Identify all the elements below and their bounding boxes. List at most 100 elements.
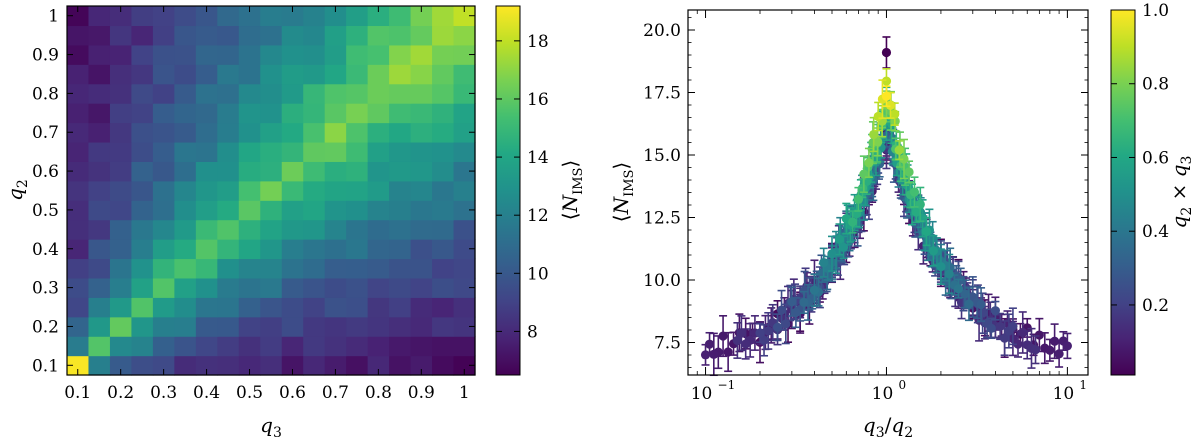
heatmap-y-tick-label: 0.1 [32,356,59,376]
heatmap-cell [303,103,326,124]
heatmap-cell [195,277,218,298]
heatmap-cell [367,277,390,298]
heatmap-cell [260,180,283,201]
scatter-point [791,307,801,318]
heatmap-cell [174,316,197,337]
heatmap-cell [260,161,283,182]
heatmap-cell [410,25,433,46]
heatmap-cell [324,355,347,376]
heatmap-cell [260,122,283,143]
heatmap-cell [389,316,412,337]
scatter-point [873,111,883,122]
heatmap-cell [303,258,326,279]
heatmap-cell [238,219,261,240]
heatmap-cell [131,25,154,46]
heatmap-cell [195,64,218,85]
heatmap-cell [346,258,369,279]
heatmap-cell [195,141,218,162]
heatmap-cell [217,200,240,221]
heatmap-cell [238,25,261,46]
heatmap-cell [67,141,90,162]
scatter-point [936,262,946,272]
heatmap-cell [238,180,261,201]
heatmap-cell [109,6,133,27]
heatmap-cell [195,25,218,46]
heatmap-cell [88,316,111,337]
heatmap-cell [195,336,218,357]
heatmap-cell [346,141,369,162]
scatter-y-tick-label: 17.5 [643,84,681,104]
heatmap-cell [238,239,261,260]
heatmap-cell [152,355,175,376]
heatmap-cell [367,355,390,376]
heatmap-cell [453,200,476,221]
heatmap-cell [217,239,240,260]
heatmap-cell [346,297,369,318]
heatmap-cell [131,297,154,318]
heatmap-y-tick-label: 0.7 [32,123,59,143]
heatmap-cell [389,239,412,260]
heatmap-cell [303,83,326,104]
heatmap-cell [174,103,197,124]
heatmap-y-ticks: 0.1 0.2 0.3 0.4 0.5 0.6 0.7 0.8 0.9 1 [32,7,475,376]
heatmap-frame [66,5,476,376]
heatmap-cell [152,277,175,298]
scatter-point [911,207,921,217]
colorbar-tick-label: 0.4 [1142,222,1169,242]
heatmap-cell [67,297,90,318]
heatmap-cell [303,336,326,357]
heatmap-cell [174,355,197,376]
heatmap-cell [432,25,455,46]
heatmap-colorbar: 8 10 12 14 16 18 [495,5,549,376]
heatmap-cell [152,316,175,337]
heatmap-cell [88,83,111,104]
heatmap-cell [260,200,283,221]
heatmap-cell [453,316,476,337]
heatmap-cell [346,103,369,124]
heatmap-cell [217,316,240,337]
heatmap-cell [217,83,240,104]
heatmap-cell [238,336,261,357]
heatmap-cell [174,180,197,201]
heatmap-cell [303,277,326,298]
heatmap-cell [88,180,111,201]
heatmap-cell [109,122,133,143]
scatter-point [881,47,892,58]
scatter-point [960,289,970,299]
heatmap-cell [238,161,261,182]
heatmap-cell [410,44,433,65]
heatmap-cell [346,219,369,240]
scatter-point [921,226,932,237]
heatmap-cell [389,122,412,143]
heatmap-cell [238,355,261,376]
heatmap-y-tick-label: 0.9 [32,46,59,66]
heatmap-cell [152,297,175,318]
heatmap-cells [67,6,476,376]
heatmap-cell [324,83,347,104]
heatmap-cell [367,141,390,162]
heatmap-x-tick-label: 0.4 [193,383,220,403]
heatmap-cell [324,297,347,318]
scatter-panel: 10 −1 10 0 10 1 7.5 10.0 12.5 15.0 17.5 20.0 [643,9,1089,404]
scatter-colorbar-gradient [1110,9,1136,376]
heatmap-cell [389,200,412,221]
heatmap-cell [367,297,390,318]
scatter-point [718,331,728,341]
heatmap-cell [367,122,390,143]
heatmap-cell [453,83,476,104]
heatmap-cell [152,258,175,279]
heatmap-cell [88,258,111,279]
heatmap-cell [195,161,218,182]
heatmap-cell [281,44,304,65]
scatter-point [819,258,829,268]
heatmap-cell [432,200,455,221]
heatmap-cell [389,141,412,162]
heatmap-cell [109,180,133,201]
heatmap-cell [109,161,133,182]
heatmap-cell [67,239,90,260]
heatmap-cell [238,200,261,221]
heatmap-cell [389,6,412,27]
heatmap-cell [453,64,476,85]
scatter-x-tick-label: 10 [1053,384,1075,404]
